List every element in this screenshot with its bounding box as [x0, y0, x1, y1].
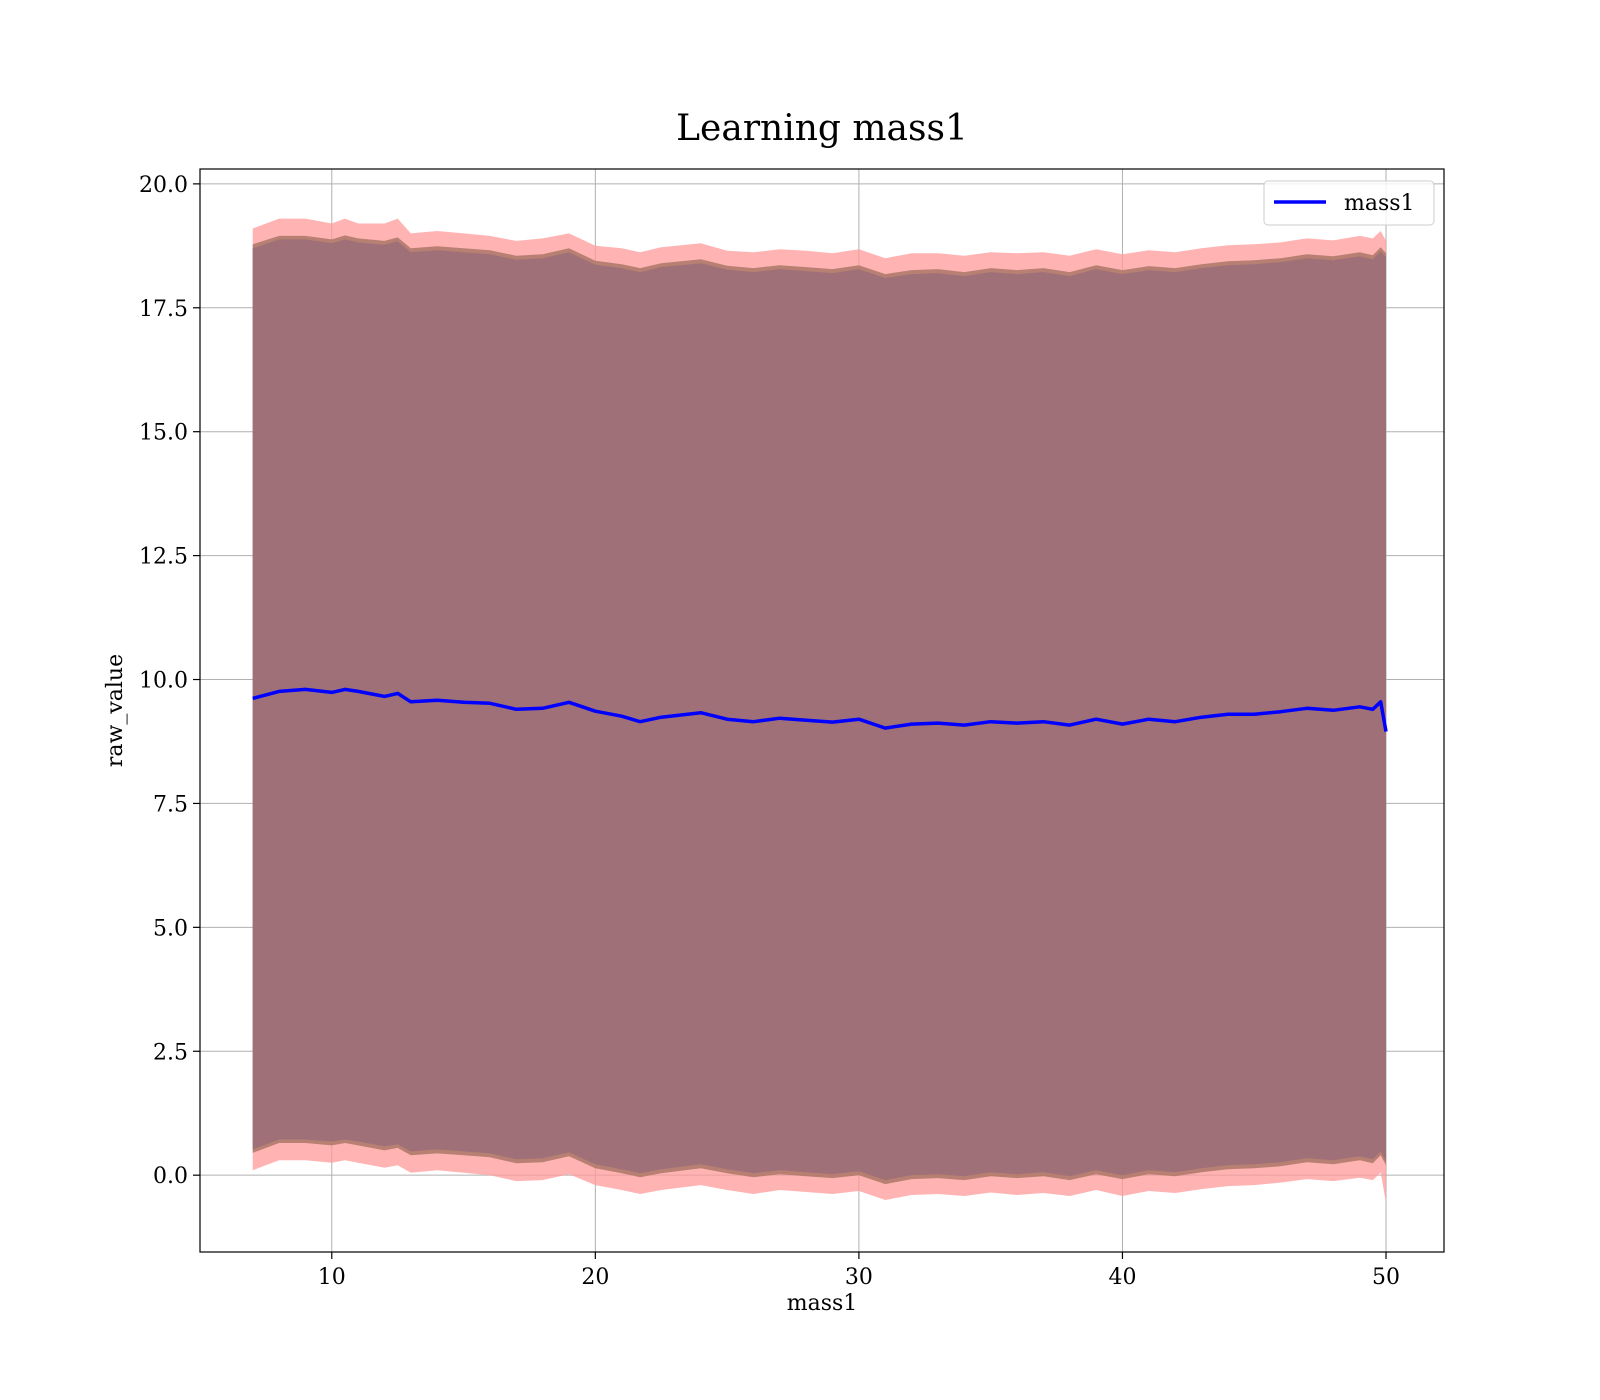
x-tick-label-4: 50	[1372, 1265, 1400, 1290]
x-tick-label-2: 30	[845, 1265, 873, 1290]
y-tick-label-4: 10.0	[139, 669, 188, 694]
y-tick-label-5: 12.5	[139, 545, 188, 570]
chart-title: Learning mass1	[676, 108, 968, 149]
x-axis-title: mass1	[787, 1291, 858, 1316]
series-lines	[252, 687, 1388, 732]
y-tick-label-2: 5.0	[153, 916, 188, 941]
y-tick-label-7: 17.5	[139, 297, 188, 322]
confidence-bands	[252, 218, 1387, 1203]
legend-label-mass1: mass1	[1344, 191, 1415, 216]
y-tick-label-6: 15.0	[139, 421, 188, 446]
legend-box	[1263, 180, 1435, 226]
y-axis-title: raw_value	[103, 654, 128, 767]
series-line-mass1	[252, 687, 1388, 732]
x-tick-label-1: 20	[581, 1265, 609, 1290]
plot-frame	[199, 168, 1445, 1253]
y-tick-label-1: 2.5	[153, 1040, 188, 1065]
x-tick-label-3: 40	[1108, 1265, 1136, 1290]
band-inner	[252, 239, 1387, 1181]
y-tick-label-0: 0.0	[153, 1164, 188, 1189]
y-tick-label-3: 7.5	[153, 792, 188, 817]
y-tick-label-8: 20.0	[139, 173, 188, 198]
x-tick-label-0: 10	[318, 1265, 346, 1290]
axis-ticks: 10 20 30 40 50 0.0 2.5 5.0 7.5 10.0 12.5 15.0 17.5 20…	[139, 173, 1400, 1290]
legend: mass1	[1263, 180, 1435, 226]
